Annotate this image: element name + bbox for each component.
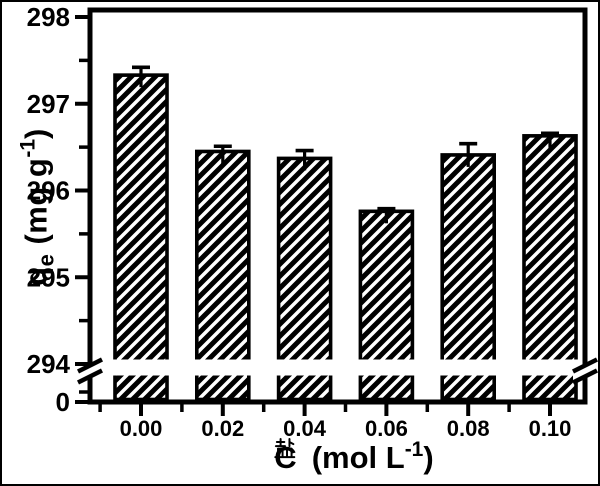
axis-break-band bbox=[93, 359, 582, 376]
y-title-close: ) bbox=[18, 128, 54, 139]
x-tick-label: 0.06 bbox=[365, 416, 408, 441]
axis-break-slash bbox=[76, 357, 104, 374]
y-tick-label: 297 bbox=[27, 89, 70, 119]
x-title-close: ) bbox=[423, 440, 434, 475]
y-title-superscript: -1 bbox=[16, 138, 40, 158]
y-zero-label: 0 bbox=[56, 387, 70, 417]
axis-break-slash bbox=[76, 368, 104, 385]
bar-0.10 bbox=[522, 134, 578, 402]
x-tick-label: 0.02 bbox=[201, 416, 244, 441]
bar-0.00 bbox=[113, 73, 169, 402]
axis-break-slash bbox=[571, 357, 598, 374]
y-tick-label: 296 bbox=[27, 176, 70, 206]
x-tick-label: 0.00 bbox=[120, 416, 163, 441]
x-title-units: (mol L bbox=[311, 440, 405, 475]
x-tick-label: 0.08 bbox=[447, 416, 490, 441]
axis-break-gap bbox=[78, 359, 102, 383]
y-title-units: (mg g bbox=[18, 157, 54, 254]
x-title-superscript: -1 bbox=[404, 438, 424, 461]
y-tick-label: 294 bbox=[27, 349, 71, 379]
y-title-subscript: e bbox=[33, 253, 59, 267]
axis-break-slash bbox=[571, 368, 598, 385]
x-axis-title: C (mol L-1) bbox=[274, 438, 434, 476]
x-tick-label: 0.04 bbox=[283, 416, 327, 441]
x-tick-label: 0.10 bbox=[529, 416, 572, 441]
bar-0.02 bbox=[195, 149, 251, 402]
plot-frame bbox=[87, 7, 588, 405]
axis-break-gap bbox=[573, 359, 597, 383]
y-tick-label: 298 bbox=[27, 2, 70, 32]
y-tick-label: 295 bbox=[27, 262, 70, 292]
y-title-symbol: q bbox=[18, 266, 54, 286]
y-axis-title: qe (mg g-1) bbox=[17, 128, 60, 286]
